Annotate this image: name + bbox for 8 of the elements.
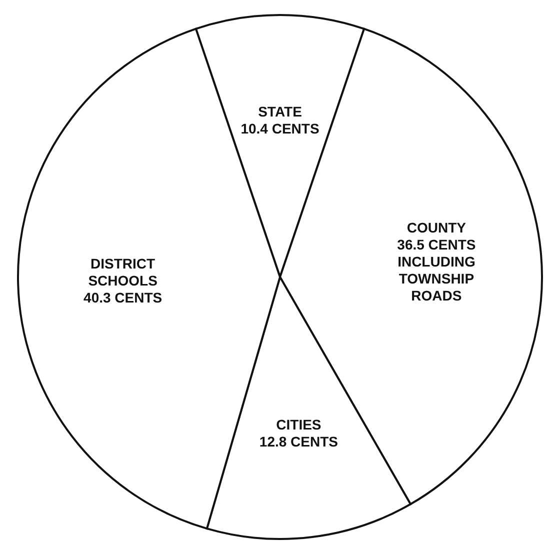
slice-label: DISTRICT SCHOOLS	[88, 255, 158, 288]
data-label: 10.4 CENTS	[240, 120, 320, 136]
slice-label: CITIES	[276, 416, 322, 433]
data-label: 40.3 CENTS	[84, 289, 162, 306]
slice-label: STATE	[258, 103, 302, 120]
data-label: 12.8 CENTS	[259, 434, 338, 450]
slice-label: COUNTY	[406, 220, 467, 236]
data-label: 36.5 CENTS INCLUDING TOWNSHIP ROADS	[397, 236, 476, 304]
